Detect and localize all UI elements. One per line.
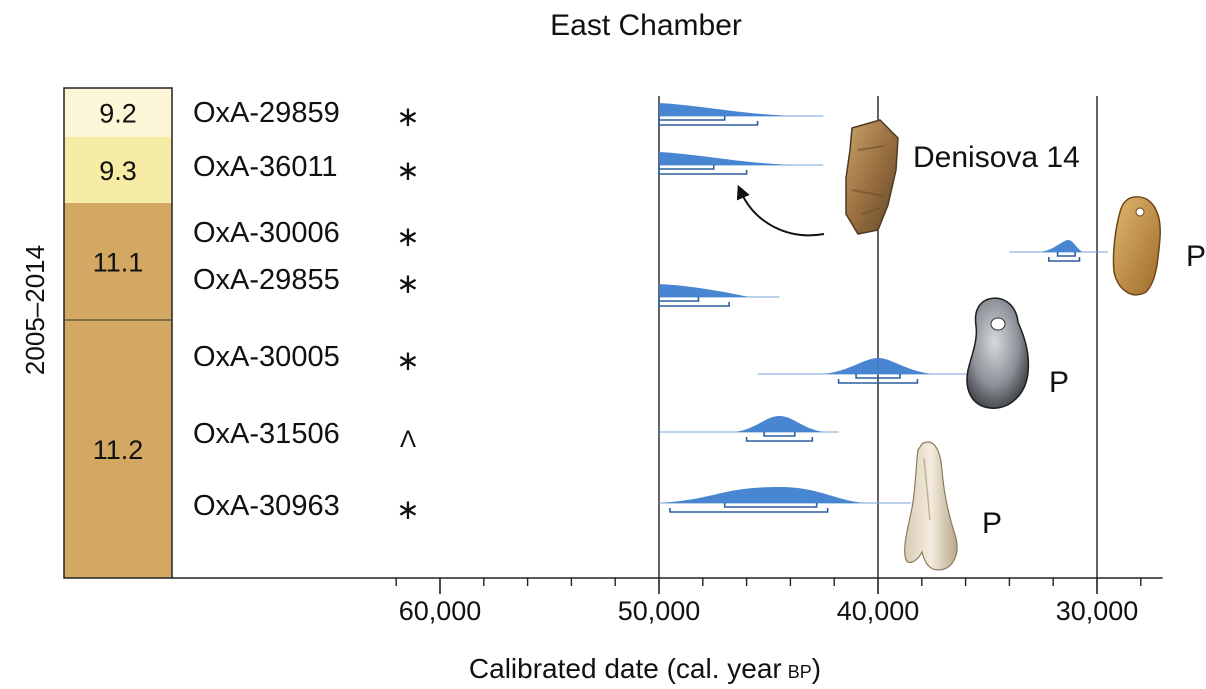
annotation-pendant-p: P xyxy=(1186,240,1206,273)
sample-id: OxA-31506 xyxy=(193,418,340,450)
probability-distribution xyxy=(823,358,933,374)
annotation-denisova-14: Denisova 14 xyxy=(913,141,1080,174)
sample-marker: ∗ xyxy=(396,345,419,376)
range-95-bracket xyxy=(1049,257,1080,261)
sample-labels: OxA-29859 ∗ OxA-36011 ∗ OxA-30006 ∗ OxA-29855 ∗… xyxy=(193,97,420,525)
range-68-bracket xyxy=(764,432,795,436)
range-95-bracket xyxy=(747,437,813,441)
sample-id: OxA-29859 xyxy=(193,97,340,129)
chart-title: East Chamber xyxy=(550,9,742,42)
sample-id: OxA-30005 xyxy=(193,341,340,373)
probability-distribution xyxy=(659,103,793,116)
range-95-bracket xyxy=(659,121,758,125)
denisova-14-bone-image xyxy=(846,120,898,234)
range-95-bracket xyxy=(659,302,729,306)
sample-id: OxA-30006 xyxy=(193,217,340,249)
stratigraphic-layers: 9.2 9.3 11.1 11.2 xyxy=(64,88,172,578)
x-tick-label: 50,000 xyxy=(618,596,701,626)
range-68-bracket xyxy=(659,116,725,120)
x-axis: 60,000 50,000 40,000 30,000 xyxy=(172,578,1163,626)
x-tick-label: 40,000 xyxy=(837,596,920,626)
sample-id: OxA-29855 xyxy=(193,264,340,296)
pendant-2-image xyxy=(967,298,1028,408)
x-axis-label: Calibrated date (cal. year BP) xyxy=(469,653,821,684)
annotation-pendant-p: P xyxy=(1049,366,1069,399)
sample-id: OxA-36011 xyxy=(193,151,338,183)
sample-marker: Λ xyxy=(400,426,416,453)
sample-marker: ∗ xyxy=(396,494,419,525)
side-label: 2005–2014 xyxy=(20,245,50,375)
range-95-bracket xyxy=(670,508,828,512)
range-68-bracket xyxy=(725,503,817,507)
x-tick-label: 60,000 xyxy=(399,596,482,626)
sample-marker: ∗ xyxy=(396,221,419,252)
x-tick-label: 30,000 xyxy=(1056,596,1139,626)
range-95-bracket xyxy=(659,170,747,174)
annotation-arrow xyxy=(740,190,824,235)
pendant-1-image xyxy=(1113,197,1160,295)
layer-label: 11.1 xyxy=(93,248,144,278)
sample-marker: ∗ xyxy=(396,268,419,299)
x-axis-label-text: Calibrated date (cal. year xyxy=(469,653,782,684)
probability-distribution xyxy=(659,487,866,503)
range-68-bracket xyxy=(1058,252,1076,256)
layer-label: 9.3 xyxy=(99,156,137,186)
range-68-bracket xyxy=(659,297,698,301)
probability-distribution xyxy=(659,152,793,165)
x-axis-unit: BP xyxy=(788,662,812,682)
sample-id: OxA-30963 xyxy=(193,490,340,522)
annotation-pendant-p: P xyxy=(982,507,1002,540)
probability-distribution xyxy=(659,284,749,297)
layer-label: 9.2 xyxy=(99,99,137,129)
probability-distribution xyxy=(1041,240,1083,252)
probability-distribution xyxy=(734,416,824,432)
sample-marker: ∗ xyxy=(396,101,419,132)
layer-label: 11.2 xyxy=(93,435,144,465)
pendant-3-tooth-image xyxy=(905,442,957,570)
sample-marker: ∗ xyxy=(396,155,419,186)
x-axis-label-close: ) xyxy=(812,653,821,684)
range-68-bracket xyxy=(659,165,714,169)
